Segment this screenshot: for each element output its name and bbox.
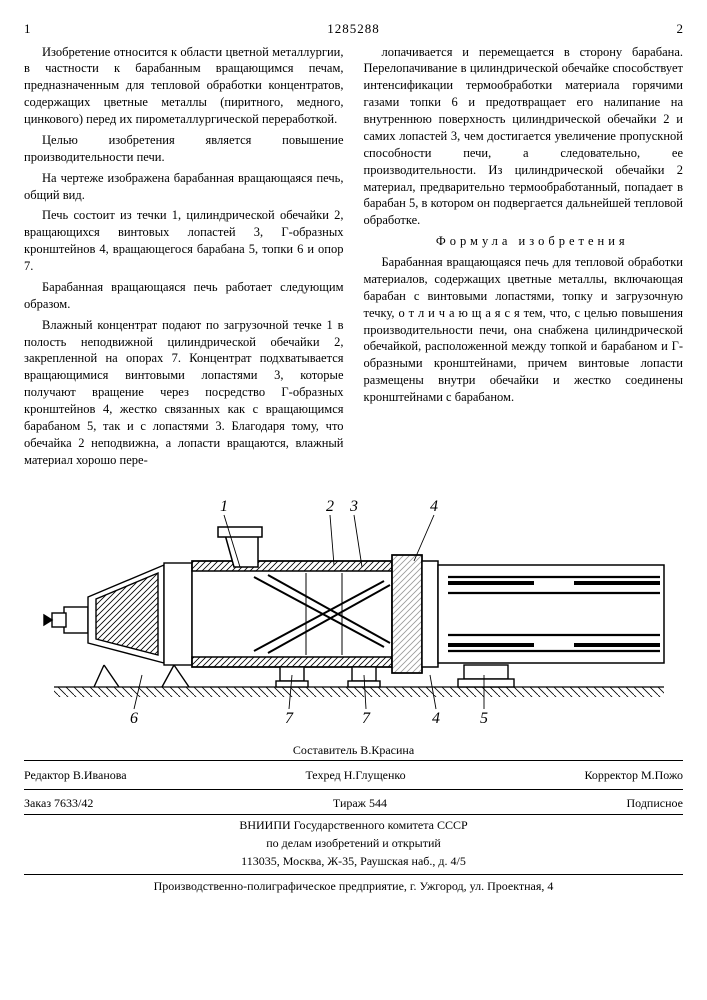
corrector: Корректор М.Пожо [584, 767, 683, 783]
techred: Техред Н.Глущенко [305, 767, 405, 783]
footer: Составитель В.Красина Редактор В.Иванова… [24, 742, 683, 894]
page-right: 2 [677, 20, 684, 38]
para: Барабанная вращающаяся печь работает сле… [24, 279, 344, 313]
para: Влажный концентрат подают по загрузочной… [24, 317, 344, 469]
text-columns: Изобретение относится к области цветной … [24, 44, 683, 473]
svg-text:7: 7 [362, 710, 371, 727]
editor: Редактор В.Иванова [24, 767, 127, 783]
right-column: лопачивается и перемещается в сторону ба… [364, 44, 684, 473]
addr: 113035, Москва, Ж-35, Раушская наб., д. … [24, 853, 683, 869]
subscribe: Подписное [627, 795, 684, 811]
svg-text:4: 4 [432, 710, 440, 727]
tirazh: Тираж 544 [333, 795, 387, 811]
org2: по делам изобретений и открытий [24, 835, 683, 851]
para: лопачивается и перемещается в сторону ба… [364, 44, 684, 230]
compiler: Составитель В.Красина [24, 742, 683, 758]
page-header: 1 1285288 2 [24, 20, 683, 38]
patent-number: 1285288 [31, 20, 677, 38]
figure: 1 23 4 6 7 7 4 5 [24, 487, 683, 732]
para: Печь состоит из течки 1, цилиндрической … [24, 207, 344, 275]
svg-text:7: 7 [285, 710, 294, 727]
para: Барабанная вращающаяся печь для тепловой… [364, 254, 684, 406]
left-column: Изобретение относится к области цветной … [24, 44, 344, 473]
order: Заказ 7633/42 [24, 795, 93, 811]
org1: ВНИИПИ Государственного комитета СССР [24, 817, 683, 833]
print: Производственно-полиграфическое предприя… [24, 874, 683, 894]
para: Целью изобретения является повышение про… [24, 132, 344, 166]
formula-header: Формула изобретения [364, 233, 684, 250]
svg-text:6: 6 [130, 710, 138, 727]
svg-text:1: 1 [220, 498, 228, 515]
furnace-diagram: 1 23 4 6 7 7 4 5 [34, 487, 674, 732]
svg-text:3: 3 [349, 498, 358, 515]
para: Изобретение относится к области цветной … [24, 44, 344, 128]
para: На чертеже изображена барабанная вращающ… [24, 170, 344, 204]
svg-text:4: 4 [430, 498, 438, 515]
svg-text:5: 5 [480, 710, 488, 727]
svg-text:2: 2 [326, 498, 334, 515]
